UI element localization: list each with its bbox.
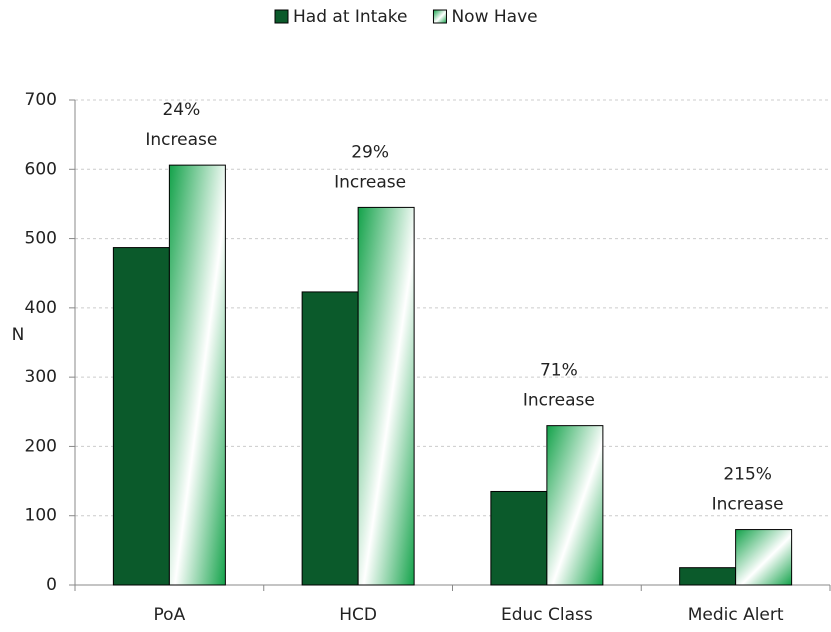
x-tick-label: Educ Class	[501, 605, 593, 625]
y-tick-label: 700	[25, 90, 57, 110]
bar	[490, 490, 548, 586]
bar	[301, 291, 359, 586]
annotation: 29%	[351, 142, 389, 162]
annotation: 215%	[723, 465, 772, 485]
bar	[735, 529, 793, 586]
y-tick-label: 200	[25, 436, 57, 456]
bar	[679, 567, 737, 586]
annotation: 24%	[162, 100, 200, 120]
x-tick-label: PoA	[154, 605, 186, 625]
annotation: Increase	[712, 495, 784, 515]
annotation: 71%	[540, 361, 578, 381]
y-tick-label: 100	[25, 506, 57, 526]
y-tick-label: 400	[25, 298, 57, 318]
y-tick-label: 0	[46, 575, 57, 595]
y-axis-label: N	[12, 325, 25, 345]
bar	[112, 247, 170, 586]
x-tick-label: Medic Alert	[688, 605, 784, 625]
x-tick-label: HCD	[339, 605, 377, 625]
annotation: Increase	[523, 391, 595, 411]
y-tick-label: 500	[25, 229, 57, 249]
y-tick-label: 600	[25, 159, 57, 179]
legend-label: Had at Intake	[293, 7, 407, 27]
legend-label: Now Have	[451, 7, 537, 27]
bar	[168, 164, 226, 586]
annotation: Increase	[145, 130, 217, 150]
y-tick-label: 300	[25, 367, 57, 387]
legend-swatch	[274, 9, 289, 24]
bar	[357, 206, 415, 586]
annotation: Increase	[334, 172, 406, 192]
legend-swatch	[432, 9, 447, 24]
bar	[546, 425, 604, 586]
